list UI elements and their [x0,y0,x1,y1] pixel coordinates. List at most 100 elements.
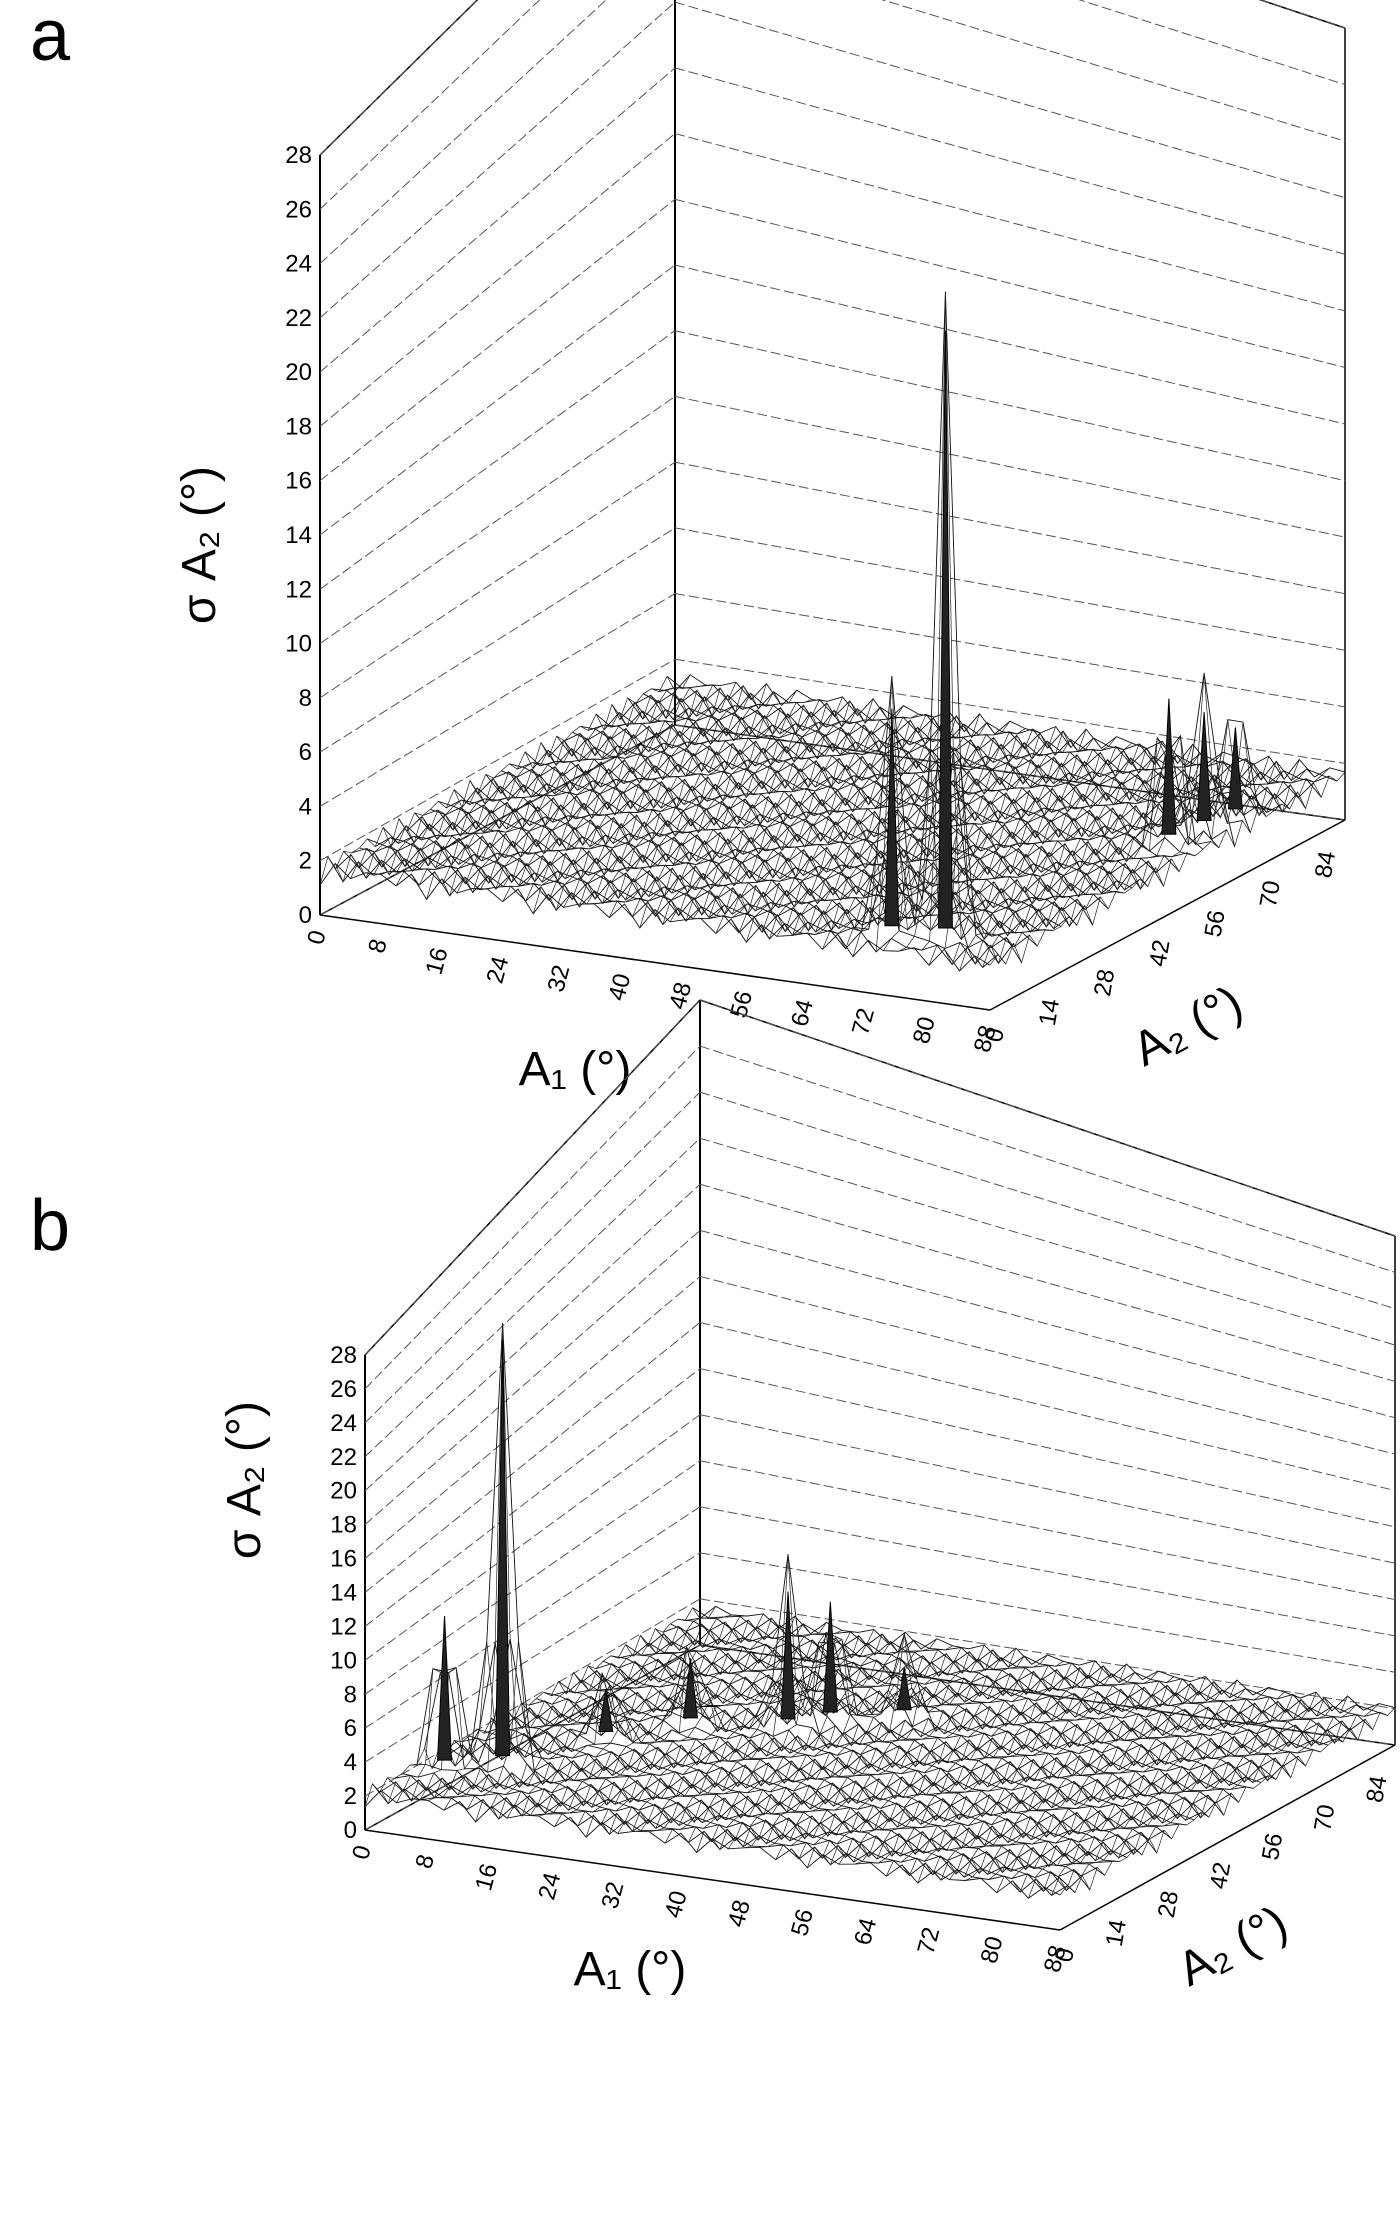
z-tick-label: 26 [330,1376,357,1403]
surface-column [996,1696,1333,1893]
a1-axis-line [319,914,991,1011]
surface-column [885,1680,1222,1877]
gridline [364,1229,701,1526]
peak-3 [1196,711,1212,822]
gridline [319,330,676,590]
z-tick-label: 28 [330,1342,357,1369]
surface-column [412,1615,748,1801]
surface-column [380,1606,717,1805]
a1-tick-label: 32 [597,1879,630,1912]
surface-column [949,1691,1285,1880]
gridline [674,133,1346,312]
surface-column [608,715,965,918]
surface-column [1028,1704,1364,1899]
gridline [881,0,1346,142]
surface-column [428,1322,764,1801]
z-tick-label: 18 [330,1512,357,1539]
gridline [319,1,676,319]
a2-tick-label: 28 [1089,967,1120,998]
gridline [674,527,1346,651]
a1-tick-label: 8 [363,936,393,956]
surface-column [456,699,813,894]
z-tick-label: 26 [285,196,312,223]
a2-axis-label: A₂ (°) [1169,1896,1296,1997]
peak-1 [884,708,900,927]
z-tick-label: 6 [344,1715,357,1742]
surface-column [365,684,721,876]
gridline [699,1137,1396,1346]
surface-column [426,690,782,900]
z-tick-label: 24 [285,251,312,278]
surface-column [441,690,798,897]
gridline [319,0,541,210]
z-tick-label: 10 [285,631,312,658]
gridline [699,1045,1396,1273]
gridline [364,1137,701,1458]
surface-column [487,696,843,890]
z-tick-label: 14 [330,1580,357,1607]
surface-column [696,1655,1032,1853]
z-tick-label: 4 [344,1749,357,1776]
gridline [364,1322,701,1593]
a2-tick-label: 0 [981,1026,1010,1044]
surface-column [350,684,706,880]
z-tick-label: 16 [285,468,312,495]
z-tick-label: 22 [330,1444,357,1471]
gridline [699,1552,1396,1673]
surface-mesh [319,291,1346,972]
surface-column [502,699,859,902]
a1-tick-label: 72 [912,1924,945,1957]
a1-tick-label: 80 [908,1014,941,1047]
gridline [364,1183,701,1492]
gridline [319,461,676,699]
surface-column [1059,1707,1396,1896]
z-axis-label: σ A₂ (°) [173,466,226,624]
gridline [364,1414,701,1661]
a1-tick-label: 24 [533,1870,566,1903]
a1-tick-label: 64 [849,1915,882,1948]
surface-column [538,1629,875,1817]
a1-axis-label: A₁ (°) [519,1043,632,1096]
surface-column [334,674,691,883]
surface-column [548,705,904,912]
gridline [364,1276,701,1559]
a2-tick-label: 42 [1205,1860,1236,1891]
surface-column [380,682,737,875]
gridline [699,1322,1396,1491]
a1-axis-line [364,1829,1061,1931]
peak-5 [598,1689,614,1733]
gridline [319,0,607,264]
gridline [674,593,1346,708]
surface-column [806,1671,1143,1868]
surface-column [822,1670,1159,1866]
gridline [674,461,1346,595]
a1-tick-label: 32 [542,962,575,995]
surface-column [443,1617,780,1811]
a1-tick-label: 48 [723,1897,756,1930]
surface-column [633,1639,969,1832]
a1-tick-label: 56 [786,1906,819,1939]
surface-column [669,728,1026,922]
gridline [364,1552,701,1763]
gridline [364,1045,701,1390]
surface-column [746,737,1102,943]
gridline [364,1460,701,1695]
surface-column [578,713,935,905]
back-wall-top-edge [1258,0,1346,29]
gridline [674,330,1346,482]
peak-4 [682,1658,699,1719]
peak-0 [937,330,953,929]
peak-0 [495,1339,511,1757]
a1-tick-label: 56 [725,988,758,1021]
gridline [699,1460,1396,1601]
a1-tick-label: 40 [603,971,636,1004]
surface-column [838,1676,1175,1865]
surface-column [807,741,1163,935]
gridline [319,67,676,373]
gridline [699,1598,1396,1710]
gridline [364,999,701,1356]
surface-column [680,1634,1017,1844]
surface-column [744,1662,1080,1849]
z-tick-label: 24 [330,1410,357,1437]
